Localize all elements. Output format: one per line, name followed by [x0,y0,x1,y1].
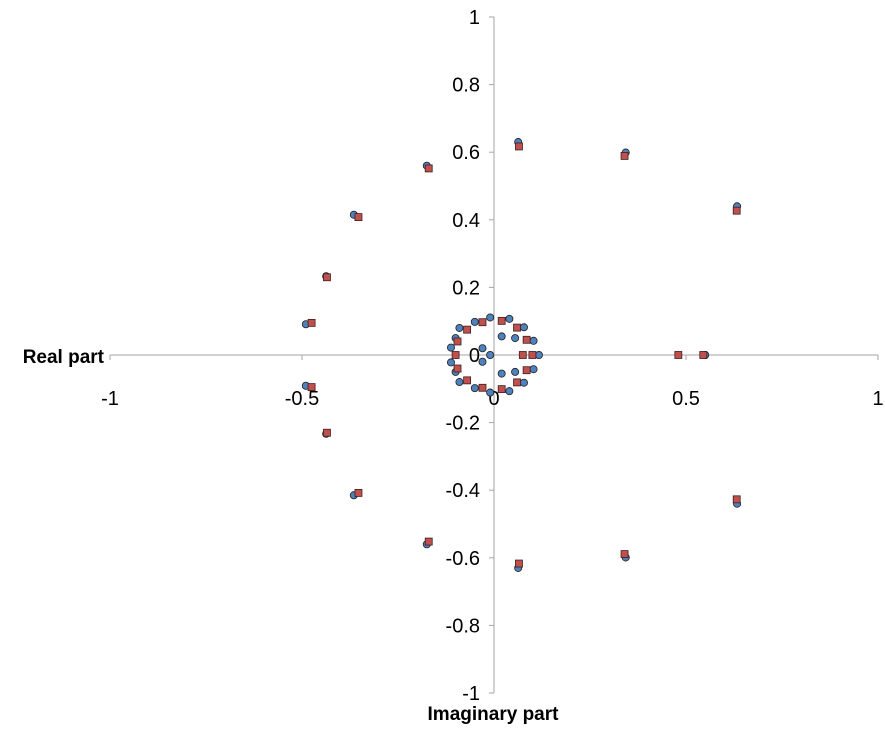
x-tick-label: 0 [488,388,499,410]
y-tick-label: 0.2 [452,277,480,299]
x-tick-label: -1 [101,388,119,410]
data-point-square [732,206,741,215]
y-tick-label: 1 [469,7,480,29]
data-point-square [515,559,523,568]
data-point-circle [497,369,506,378]
x-tick-label: 1 [872,388,883,410]
y-tick-label: -0.8 [446,615,480,637]
data-point-circle [519,378,528,387]
y-tick-label: -1 [462,683,480,705]
data-point-circle [478,357,487,366]
data-point-circle [470,384,479,393]
data-point-square [307,383,316,392]
data-point-circle [505,387,514,396]
data-point-square [497,385,506,394]
data-point-circle [470,317,479,326]
data-point-square [478,318,487,327]
data-point-square [497,316,506,325]
data-point-square [323,273,331,282]
data-point-square [513,323,521,332]
data-point-square [453,364,462,373]
data-point-circle [486,388,495,397]
data-point-square [354,213,363,221]
data-point-square [620,152,629,160]
data-point-square [513,378,521,387]
data-point-square [522,366,531,375]
data-point-square [518,351,527,359]
data-point-circle [511,334,520,343]
data-point-circle [478,344,487,353]
data-point-circle [446,358,455,367]
data-point-circle [534,350,543,359]
y-tick-label: 0 [469,345,480,367]
data-point-square [424,164,433,173]
y-tick-label: -0.6 [446,548,480,570]
x-tick-label: 0.5 [672,388,700,410]
data-point-square [699,351,708,359]
data-points [301,138,742,572]
y-tick-label: -0.2 [446,413,480,435]
data-point-circle [455,323,464,332]
data-point-square [453,337,462,346]
y-axis-title: Imaginary part [428,704,560,725]
series-2 [307,142,741,568]
data-point-square [528,351,537,359]
data-point-square [522,335,531,344]
data-point-square [463,325,472,334]
data-point-square [732,495,741,504]
series-1 [301,138,742,572]
x-tick-label: -0.5 [285,388,319,410]
data-point-circle [497,332,506,341]
data-point-circle [519,323,528,332]
data-point-circle [529,336,538,345]
data-point-circle [511,367,520,376]
data-point-circle [529,365,538,374]
y-tick-label: 0.4 [452,210,480,232]
y-tick-label: -0.4 [446,480,480,502]
data-point-circle [505,314,514,323]
data-point-circle [486,350,495,359]
data-point-square [620,550,629,558]
tick-labels: -1 -0.5 0 0.5 1 -1 -0.8 -0.6 -0.4 -0.2 0 0.2 0.4 0.6 0… [101,7,883,705]
data-point-circle [486,313,495,322]
data-point-square [451,351,460,359]
data-point-square [515,142,523,151]
data-point-square [354,489,363,497]
data-point-square [463,376,472,385]
data-point-circle [455,378,464,387]
data-point-square [307,318,316,327]
y-tick-label: 0.6 [452,142,480,164]
data-point-circle [446,343,455,352]
data-point-square [674,351,683,359]
data-point-square [424,537,433,546]
y-tick-label: 0.8 [452,75,480,97]
x-axis-title: Real part [23,347,105,368]
data-point-square [323,428,331,437]
data-point-square [478,383,487,392]
